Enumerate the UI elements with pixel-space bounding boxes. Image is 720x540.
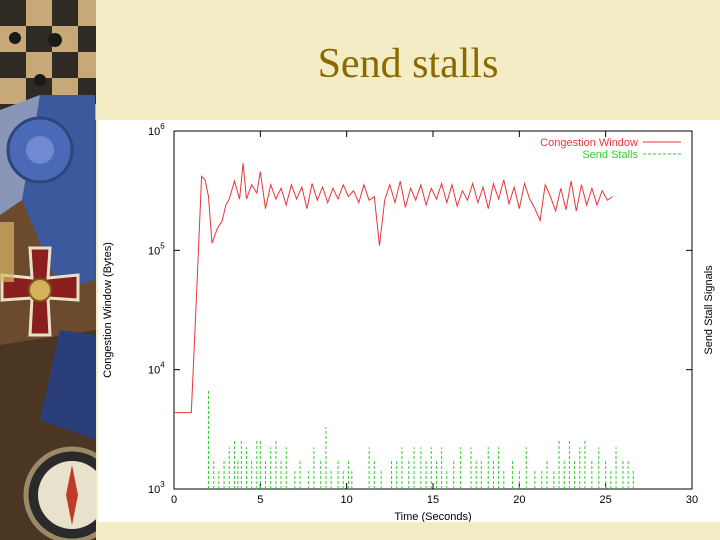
legend-label-send-stalls: Send Stalls [582,149,638,161]
medal-center [28,278,52,302]
blue-strap [40,330,96,440]
plot-panel: 0 5 10 15 20 25 30 103 104 105 106 Congestion Win… [98,120,720,522]
chess-piece-icon [48,33,62,47]
gold-coin [0,222,14,282]
legend-label-congestion-window: Congestion Window [540,137,638,149]
chess-piece-icon [34,74,46,86]
y-tick-label: 104 [148,361,165,377]
y-tick-label: 106 [148,122,165,138]
x-ticks: 0 5 10 15 20 25 30 [171,131,698,506]
bottom-strip [98,522,720,540]
x-tick-label: 25 [600,494,612,506]
congestion-window-line [174,163,613,414]
y2-axis-label: Send Stall Signals [703,265,715,355]
x-tick-label: 5 [257,494,263,506]
x-tick-label: 10 [341,494,353,506]
send-stalls-chart: 0 5 10 15 20 25 30 103 104 105 106 Congestion Win… [102,122,715,522]
congestion-window-series [174,163,613,414]
send-stalls-series [208,389,634,489]
y-axis-label: Congestion Window (Bytes) [102,242,114,378]
x-tick-label: 15 [427,494,439,506]
chess-piece-icon [9,32,21,44]
x-axis-label: Time (Seconds) [394,511,471,522]
x-tick-label: 30 [686,494,698,506]
rosette-center [26,136,54,164]
x-tick-label: 0 [171,494,177,506]
medals-compass-illustration [0,0,96,540]
y-tick-label: 105 [148,241,165,257]
y-ticks: 103 104 105 106 [148,122,692,496]
decorative-sidebar-photo [0,0,96,540]
compass-needle-icon [66,465,78,525]
x-tick-label: 20 [513,494,525,506]
y-tick-label: 103 [148,480,165,496]
legend: Congestion Window Send Stalls [540,137,681,161]
slide-title: Send stalls [317,41,499,87]
